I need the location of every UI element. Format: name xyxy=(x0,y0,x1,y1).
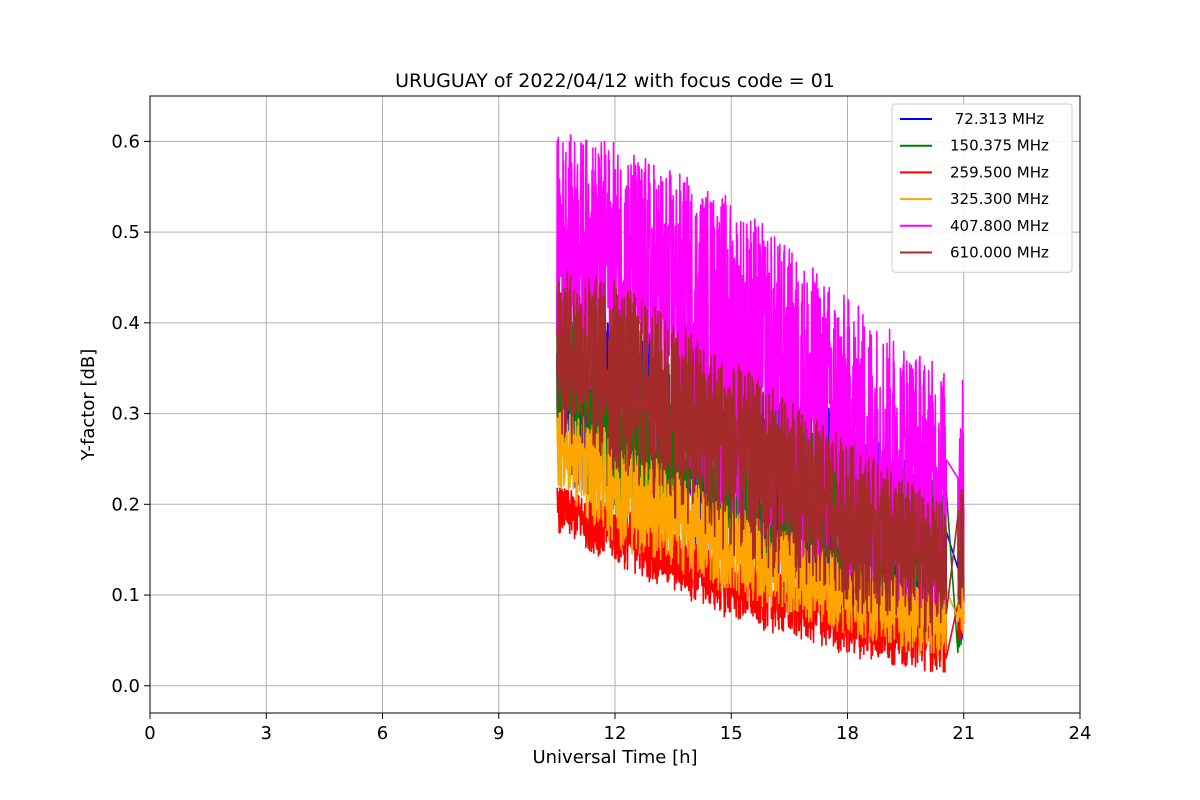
legend-frame xyxy=(891,103,1073,273)
x-tick-label: 24 xyxy=(1069,723,1092,744)
x-tick-label: 12 xyxy=(604,723,627,744)
x-tick-label: 0 xyxy=(144,723,155,744)
legend-entry-label: 407.800 MHz xyxy=(950,217,1049,235)
y-tick-label: 0.5 xyxy=(111,222,140,243)
x-tick-label: 9 xyxy=(493,723,504,744)
legend-entry-label: 259.500 MHz xyxy=(950,163,1049,181)
legend-entry-label: 72.313 MHz xyxy=(950,110,1044,128)
x-tick-label: 6 xyxy=(377,723,388,744)
y-tick-label: 0.1 xyxy=(111,585,140,606)
x-tick-label: 15 xyxy=(720,723,743,744)
x-axis-label: Universal Time [h] xyxy=(532,747,697,768)
y-tick-label: 0.4 xyxy=(111,313,140,334)
series-layer xyxy=(556,134,965,673)
x-tick-label: 18 xyxy=(836,723,859,744)
y-tick-label: 0.6 xyxy=(111,131,140,152)
legend-entry-label: 610.000 MHz xyxy=(950,244,1049,262)
y-tick-label: 0.2 xyxy=(111,494,140,515)
legend-entry-label: 325.300 MHz xyxy=(950,190,1049,208)
x-tick-label: 21 xyxy=(952,723,975,744)
chart-title: URUGUAY of 2022/04/12 with focus code = … xyxy=(395,70,835,92)
y-tick-label: 0.3 xyxy=(111,404,140,425)
series-line xyxy=(556,269,965,637)
legend-entry-label: 150.375 MHz xyxy=(950,137,1049,155)
x-tick-label: 3 xyxy=(261,723,272,744)
y-tick-label: 0.0 xyxy=(111,676,140,697)
y-axis-label: Y-factor [dB] xyxy=(78,349,99,462)
legend: 72.313 MHz 150.375 MHz 259.500 MHz 325.300 … xyxy=(891,103,1073,273)
tick-layer: 0 3 6 9 12 15 18 21 24 0.0 0.1 0.2 0.3 0.4 0.5 0.6 xyxy=(111,131,1091,744)
